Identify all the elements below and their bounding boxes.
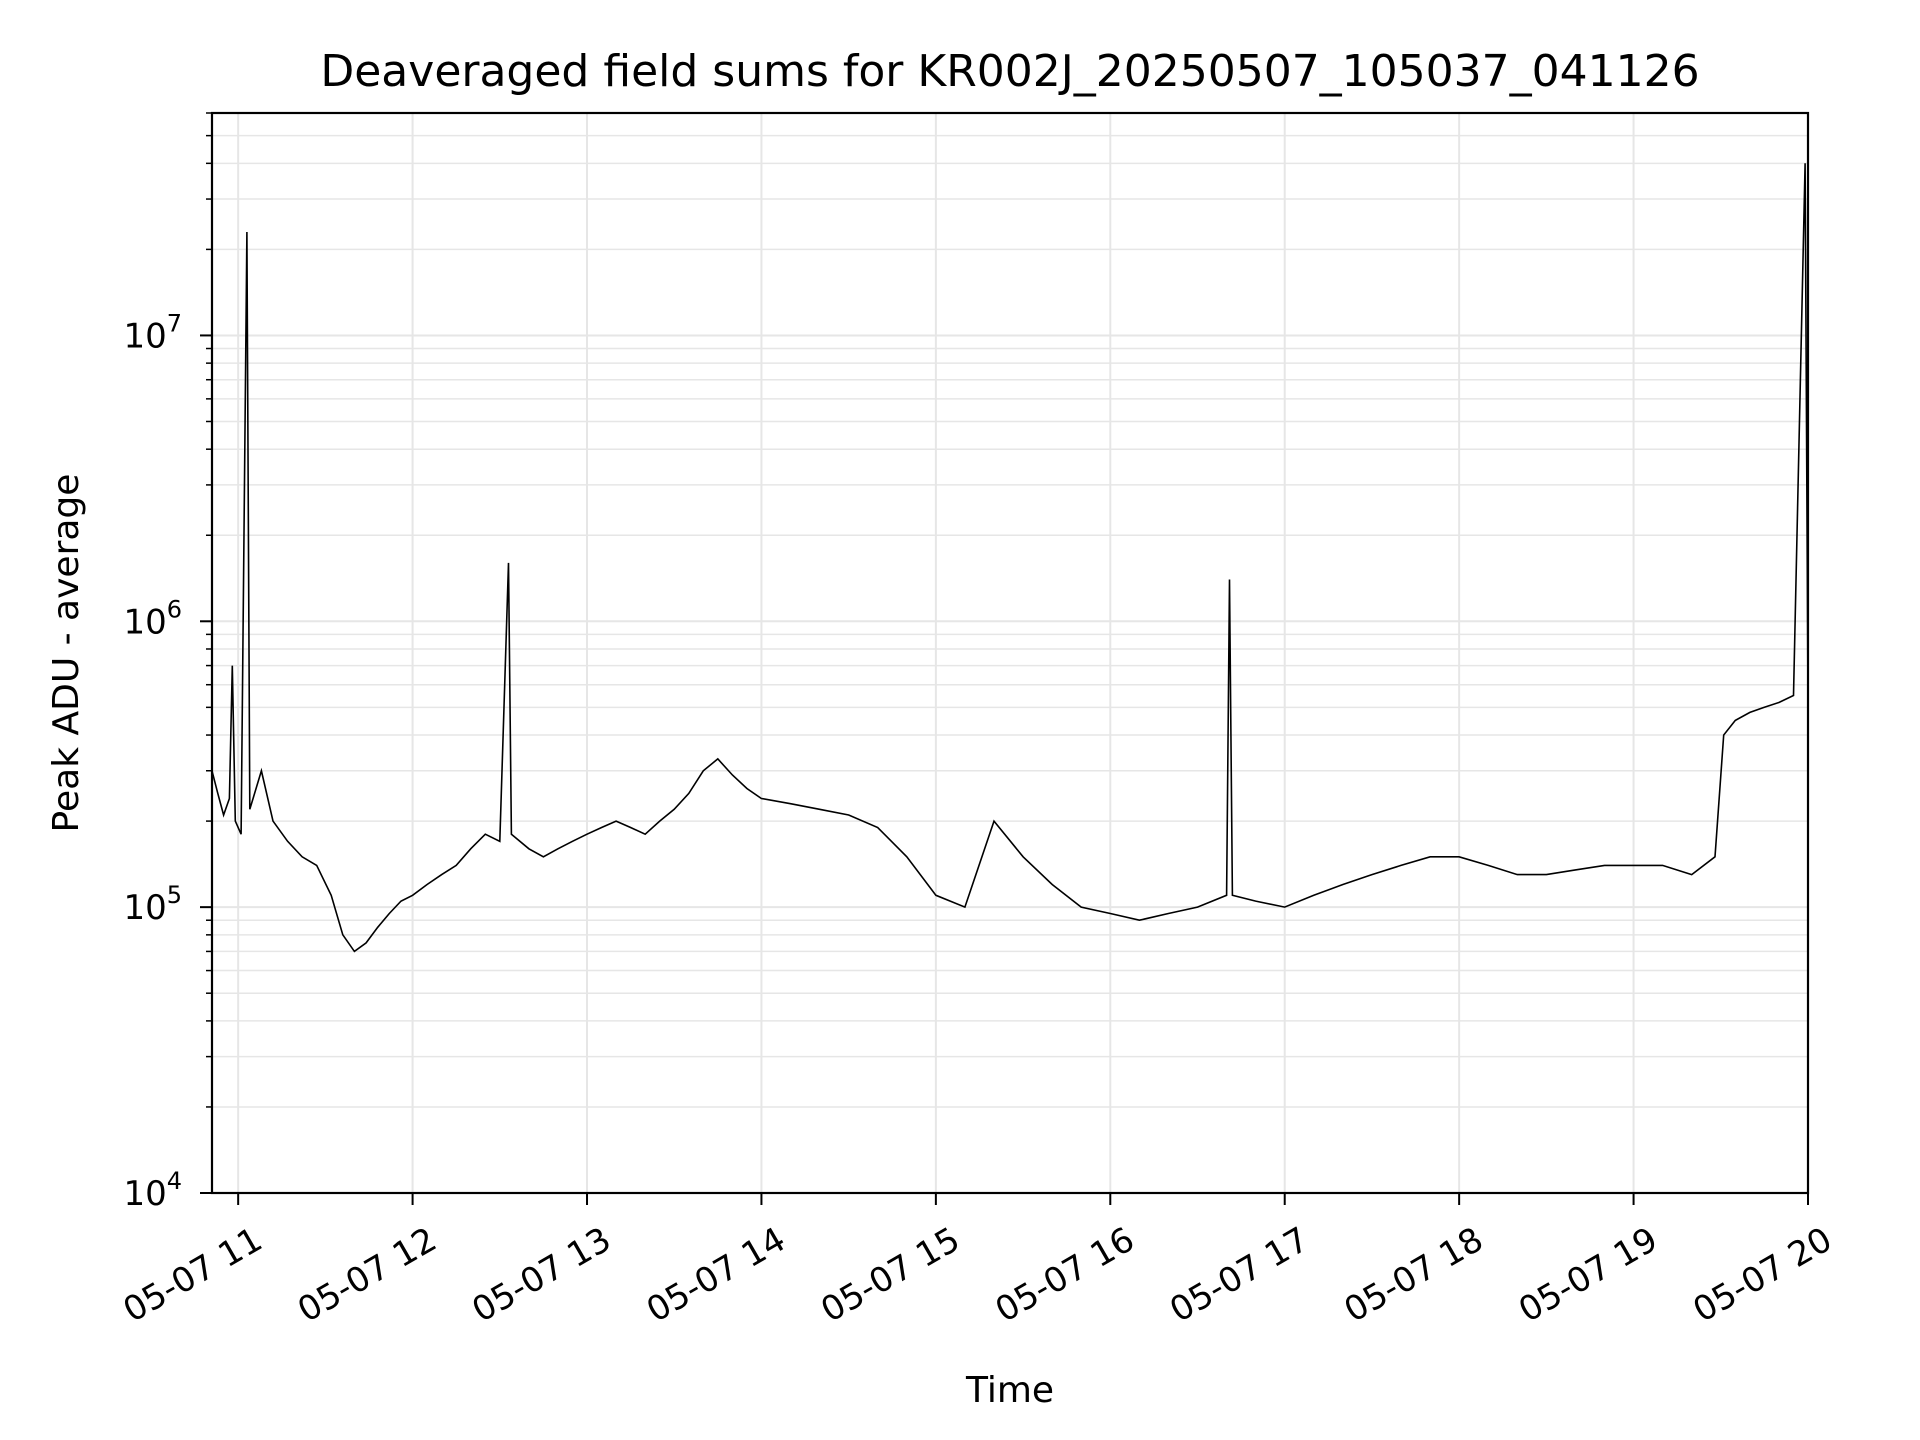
x-tick-label-2: 05-07 13 — [466, 1220, 618, 1331]
x-tick-label-8: 05-07 19 — [1512, 1220, 1664, 1331]
x-axis-label: Time — [965, 1370, 1054, 1411]
x-tick-label-7: 05-07 18 — [1338, 1220, 1490, 1331]
y-tick-label-1: 105 — [123, 881, 182, 928]
grid-lines — [212, 112, 1809, 1194]
x-tick-label-3: 05-07 14 — [640, 1220, 792, 1331]
series-line-group — [211, 163, 1809, 953]
x-axis: 05-07 11 05-07 12 05-07 13 05-07 14 05-07 15… — [117, 1193, 1839, 1331]
y-axis-label: Peak ADU - average — [46, 474, 87, 833]
x-tick-label-9: 05-07 20 — [1687, 1220, 1839, 1331]
x-tick-label-1: 05-07 12 — [291, 1220, 443, 1331]
plot-area-frame — [210, 111, 1810, 1195]
x-tick-label-5: 05-07 16 — [989, 1220, 1141, 1331]
y-tick-label-3: 107 — [123, 309, 182, 356]
x-tick-label-4: 05-07 15 — [814, 1220, 966, 1331]
series-line-0 — [211, 163, 1809, 953]
y-tick-label-0: 104 — [123, 1167, 182, 1214]
y-tick-label-2: 106 — [123, 595, 182, 642]
x-tick-label-0: 05-07 11 — [117, 1220, 269, 1331]
chart-title: Deaveraged field sums for KR002J_2025050… — [320, 46, 1699, 97]
y-axis: 104 105 106 107 — [123, 112, 212, 1214]
x-tick-label-6: 05-07 17 — [1163, 1220, 1315, 1331]
